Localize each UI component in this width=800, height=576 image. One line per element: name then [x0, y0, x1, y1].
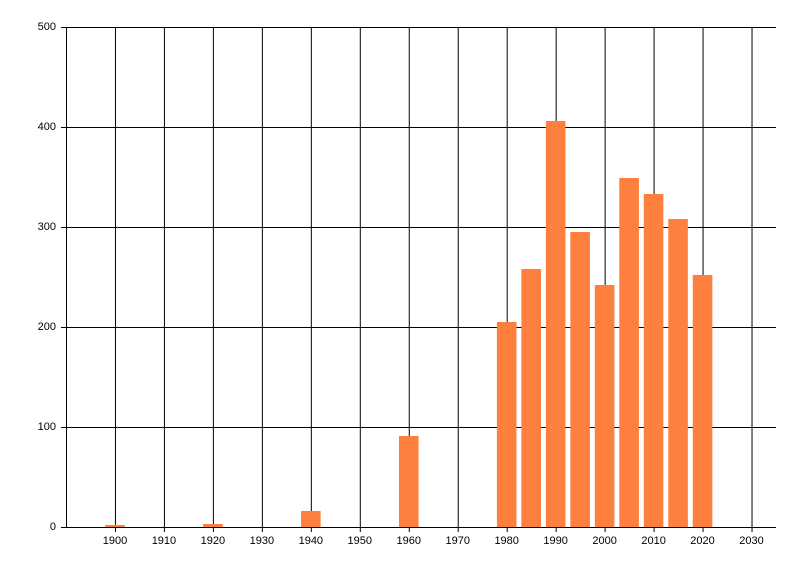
x-tick-label: 1910: [152, 535, 176, 547]
bar: [301, 511, 321, 527]
x-tick-label: 2000: [592, 535, 616, 547]
x-tick-label: 1950: [348, 535, 372, 547]
x-tick-label: 1960: [397, 535, 421, 547]
y-tick-label: 500: [38, 21, 56, 33]
bar: [594, 285, 615, 527]
bar: [692, 275, 713, 527]
bar: [668, 219, 688, 527]
x-tick-label: 1920: [201, 535, 225, 547]
bar: [643, 194, 664, 527]
x-tick-label: 1990: [543, 535, 567, 547]
y-tick-label: 400: [38, 121, 56, 133]
x-tick-label: 1930: [250, 535, 274, 547]
x-tick-label: 2010: [641, 535, 665, 547]
y-tick-label: 0: [50, 521, 56, 533]
y-tick-label: 100: [38, 421, 56, 433]
bar: [496, 322, 517, 527]
bar: [398, 436, 419, 527]
bar: [545, 121, 566, 527]
y-tick-label: 200: [38, 321, 56, 333]
x-tick-label: 1980: [494, 535, 518, 547]
bar: [570, 232, 590, 527]
bar: [521, 269, 541, 527]
x-tick-label: 1970: [445, 535, 469, 547]
x-tick-label: 2030: [739, 535, 763, 547]
bar: [105, 525, 125, 527]
bar: [203, 524, 223, 527]
y-tick-label: 300: [38, 221, 56, 233]
bar: [619, 178, 639, 527]
x-tick-label: 1900: [103, 535, 127, 547]
x-tick-label: 1940: [299, 535, 323, 547]
x-tick-label: 2020: [690, 535, 714, 547]
